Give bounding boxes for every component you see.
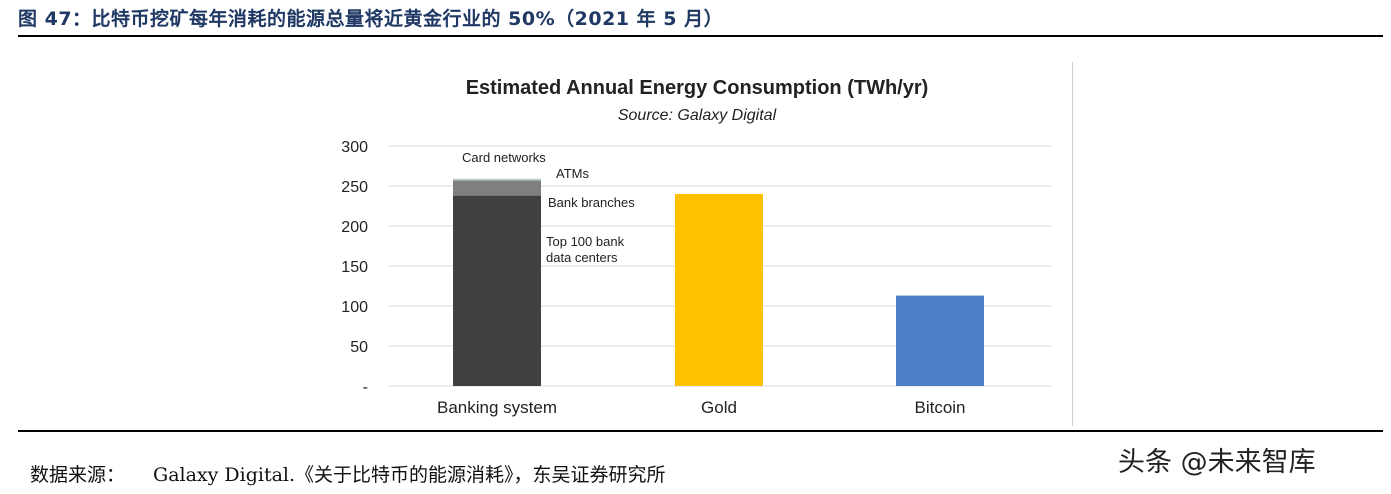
- x-tick-label: Bitcoin: [914, 398, 965, 417]
- watermark: 头条 @未来智库: [1118, 447, 1316, 478]
- chart-subtitle: Source: Galaxy Digital: [618, 107, 777, 124]
- bar-bank-branches: [453, 180, 541, 196]
- bottom-rule: [18, 430, 1383, 432]
- bar-atms: [453, 178, 541, 181]
- annotation-atms: ATMs: [556, 166, 589, 181]
- y-tick-label: -: [363, 379, 368, 396]
- x-tick-label: Banking system: [437, 398, 557, 417]
- y-tick-label: 100: [341, 299, 368, 316]
- chart-right-border: [1072, 62, 1073, 426]
- annotation-top-100-bank-data-centers: Top 100 bank data centers: [546, 234, 625, 265]
- bar-gold: [675, 194, 763, 386]
- figure-title: 图 47：比特币挖矿每年消耗的能源总量将近黄金行业的 50%（2021 年 5 …: [18, 8, 724, 30]
- bar-bitcoin: [896, 295, 984, 386]
- y-tick-label: 300: [341, 139, 368, 156]
- bar-top-100-bank-data-centers: [453, 195, 541, 386]
- y-tick-label: 50: [350, 339, 368, 356]
- chart-title: Estimated Annual Energy Consumption (TWh…: [466, 77, 929, 99]
- y-tick-label: 200: [341, 219, 368, 236]
- y-tick-label: 150: [341, 259, 368, 276]
- source-label: 数据来源：: [30, 464, 126, 486]
- annotation-card-networks: Card networks: [462, 150, 546, 165]
- top-rule: [18, 35, 1383, 37]
- source-text: Galaxy Digital.《关于比特币的能源消耗》，东吴证券研究所: [153, 464, 666, 486]
- x-tick-label: Gold: [701, 398, 737, 417]
- source-note: 数据来源： Galaxy Digital.《关于比特币的能源消耗》，东吴证券研究所: [30, 460, 666, 487]
- annotation-bank-branches: Bank branches: [548, 195, 635, 210]
- bar-card-networks: [453, 178, 541, 179]
- y-tick-label: 250: [341, 179, 368, 196]
